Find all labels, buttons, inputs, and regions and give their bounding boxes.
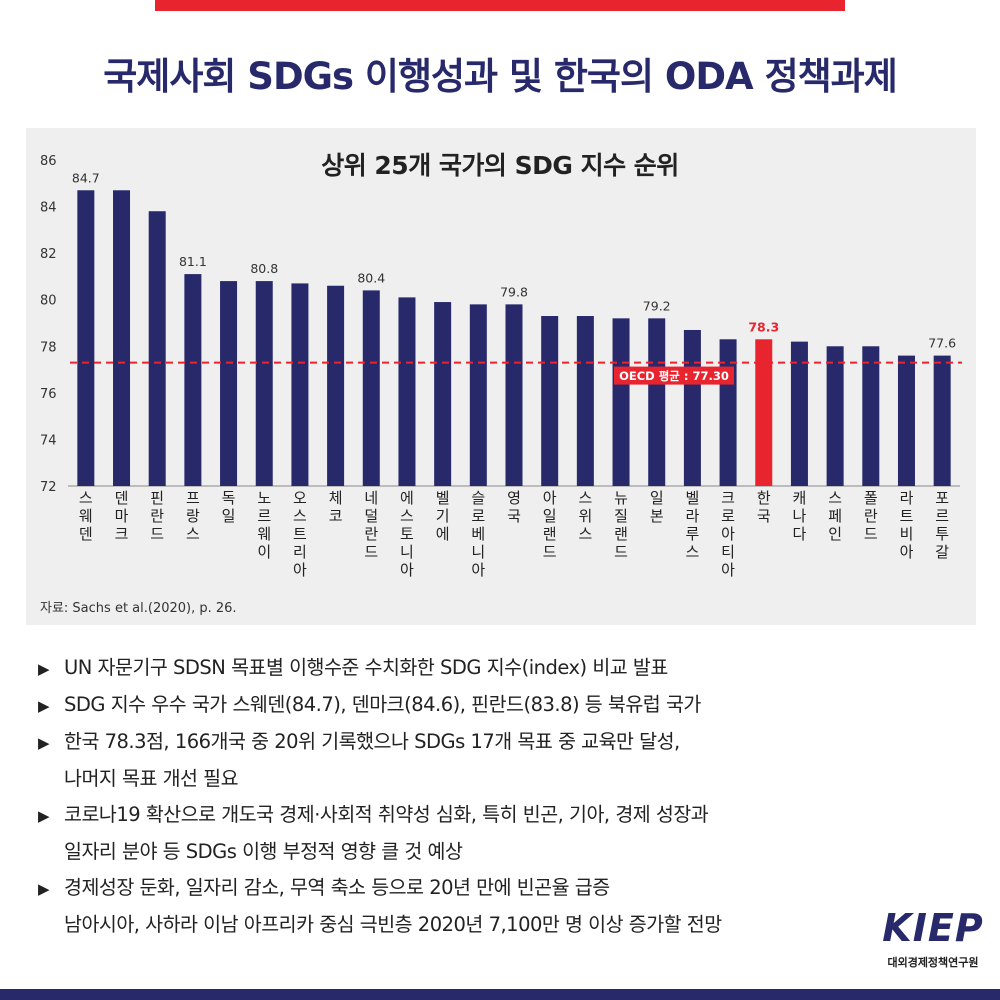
y-tick-label: 74 <box>40 433 57 448</box>
y-tick-label: 80 <box>40 294 57 309</box>
bullet-text: 한국 78.3점, 166개국 중 20위 기록했으나 SDGs 17개 목표 … <box>64 730 680 753</box>
y-tick-label: 72 <box>40 480 57 495</box>
data-label: 78.3 <box>748 319 779 334</box>
bullet-text: UN 자문기구 SDSN 목표별 이행수준 수치화한 SDG 지수(index)… <box>64 656 668 679</box>
data-label: 80.4 <box>357 270 385 285</box>
bar <box>77 190 95 486</box>
triangle-bullet-icon: ▶ <box>38 697 50 715</box>
bar <box>719 339 737 486</box>
bar <box>612 318 630 486</box>
bar <box>505 304 523 486</box>
bar <box>897 355 915 486</box>
bullet-text: 코로나19 확산으로 개도국 경제·사회적 취약성 심화, 특히 빈곤, 기아,… <box>64 803 709 826</box>
top-accent-bar <box>155 0 845 11</box>
logo-subtitle: 대외경제정책연구원 <box>887 956 979 969</box>
logo-text: KIEP <box>882 906 984 950</box>
bullet-list: ▶ UN 자문기구 SDSN 목표별 이행수준 수치화한 SDG 지수(index… <box>38 650 968 943</box>
data-label: 79.8 <box>500 284 528 299</box>
bar <box>362 290 380 486</box>
bullet-text: SDG 지수 우수 국가 스웨덴(84.7), 덴마크(84.6), 핀란드(8… <box>64 693 701 716</box>
bar <box>327 285 345 486</box>
triangle-bullet-icon: ▶ <box>38 880 50 898</box>
bar <box>755 339 773 486</box>
bar <box>434 302 452 486</box>
bar <box>933 355 951 486</box>
bar <box>184 274 202 486</box>
bar-chart: 72 74 76 78 80 82 84 86 84.7 스 웨 덴 덴 마 크 핀 란 드 81.1 프 랑 스 독 일 80… <box>40 154 962 579</box>
triangle-bullet-icon: ▶ <box>38 807 50 825</box>
bar <box>541 316 559 486</box>
bar <box>220 281 238 486</box>
page-title: 국제사회 SDGs 이행성과 및 한국의 ODA 정책과제 <box>103 55 897 98</box>
bullet-text: 일자리 분야 등 SDGs 이행 부정적 영향 클 것 예상 <box>64 840 463 863</box>
bar <box>148 211 166 486</box>
bar <box>826 346 844 486</box>
bullet-text: 경제성장 둔화, 일자리 감소, 무역 축소 등으로 20년 만에 빈곤율 급증 <box>64 876 610 899</box>
triangle-bullet-icon: ▶ <box>38 734 50 752</box>
bullet-item: ▶ 경제성장 둔화, 일자리 감소, 무역 축소 등으로 20년 만에 빈곤율 급… <box>38 870 968 943</box>
data-label: 79.2 <box>643 298 671 313</box>
bar <box>113 190 131 486</box>
bar <box>255 281 273 486</box>
bullet-item: ▶ SDG 지수 우수 국가 스웨덴(84.7), 덴마크(84.6), 핀란드(… <box>38 687 968 724</box>
bar <box>683 329 701 486</box>
bullet-item: ▶ 코로나19 확산으로 개도국 경제·사회적 취약성 심화, 특히 빈곤, 기아… <box>38 797 968 870</box>
chart-panel <box>26 128 976 625</box>
bullet-item: ▶ 한국 78.3점, 166개국 중 20위 기록했으나 SDGs 17개 목표… <box>38 724 968 797</box>
chart-title: 상위 25개 국가의 SDG 지수 순위 <box>321 151 679 180</box>
oecd-average-label: OECD 평균 : 77.30 <box>619 369 729 383</box>
bar <box>398 297 416 486</box>
y-tick-label: 78 <box>40 340 57 355</box>
source-note: 자료: Sachs et al.(2020), p. 26. <box>40 601 237 616</box>
kiep-logo: KIEP 대외경제정책연구원 <box>878 906 988 972</box>
data-label: 77.6 <box>928 336 956 351</box>
bar <box>648 318 666 486</box>
triangle-bullet-icon: ▶ <box>38 660 50 678</box>
data-label: 81.1 <box>179 254 207 269</box>
bullet-text: 나머지 목표 개선 필요 <box>64 767 239 790</box>
y-tick-label: 82 <box>40 247 57 262</box>
y-tick-label: 86 <box>40 154 57 169</box>
y-tick-label: 76 <box>40 387 57 402</box>
oecd-average-label-box <box>614 366 734 385</box>
bar <box>576 316 594 486</box>
data-label: 84.7 <box>72 170 100 185</box>
bar <box>291 283 309 486</box>
bar <box>862 346 880 486</box>
bottom-accent-bar <box>0 989 1000 1000</box>
y-tick-label: 84 <box>40 201 57 216</box>
bullet-text: 남아시아, 사하라 이남 아프리카 중심 극빈층 2020년 7,100만 명 … <box>64 913 722 936</box>
bar <box>790 341 808 486</box>
bar <box>469 304 487 486</box>
data-label: 80.8 <box>250 261 278 276</box>
bullet-item: ▶ UN 자문기구 SDSN 목표별 이행수준 수치화한 SDG 지수(index… <box>38 650 968 687</box>
